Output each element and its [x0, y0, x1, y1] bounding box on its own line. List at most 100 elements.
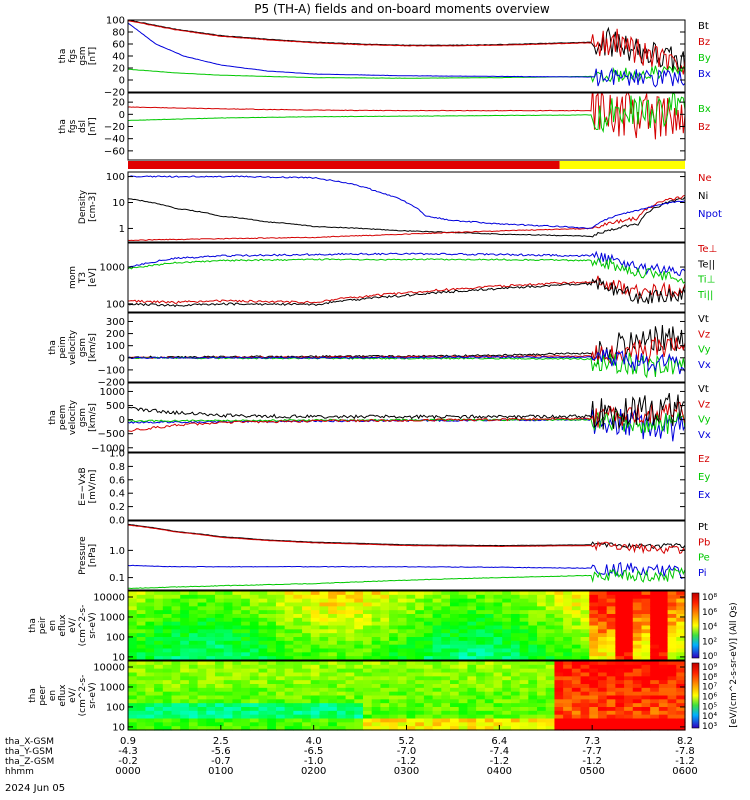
spectrogram-cell: [319, 629, 329, 634]
spectrogram-cell: [415, 606, 425, 611]
spectrogram-cell: [241, 703, 251, 708]
spectrogram-cell: [145, 621, 155, 627]
spectrogram-cell: [467, 691, 477, 697]
spectrogram-cell: [293, 676, 303, 681]
spectrogram-cell: [615, 687, 625, 693]
spectrogram-cell: [650, 598, 660, 604]
y-label-line: en: [48, 690, 58, 701]
spectrogram-cell: [362, 691, 373, 697]
spectrogram-cell: [641, 625, 651, 630]
spectrogram-cell: [336, 699, 347, 704]
spectrogram-cell: [310, 722, 321, 727]
spectrogram-cell: [362, 625, 373, 630]
spectrogram-cell: [597, 625, 608, 630]
spectrogram-cell: [310, 714, 321, 720]
spectrogram-cell: [597, 637, 608, 642]
spectrogram-cell: [458, 710, 469, 716]
y-label-line: fgs: [68, 49, 78, 63]
spectrogram-cell: [641, 684, 651, 689]
spectrogram-cell: [310, 629, 321, 634]
y-label-line: peer: [38, 685, 48, 706]
spectrogram-cell: [502, 648, 512, 653]
spectrogram-cell: [406, 680, 416, 685]
y-tick-label: −100: [98, 365, 125, 376]
spectrogram-cell: [197, 629, 207, 634]
spectrogram-cell: [493, 629, 503, 634]
spectrogram-cell: [336, 617, 347, 623]
spectrogram-cell: [545, 680, 556, 685]
spectrogram-cell: [537, 714, 547, 720]
spectrogram-cell: [563, 602, 573, 607]
spectrogram-cell: [336, 707, 347, 712]
spectrogram-cell: [528, 656, 538, 661]
spectrogram-cell: [371, 676, 381, 681]
spectrogram-cell: [145, 668, 155, 674]
spectrogram-cell: [206, 629, 216, 634]
spectrogram-cell: [284, 629, 294, 634]
spectrogram-cell: [249, 633, 260, 638]
x-tick-label: -7.4: [490, 746, 510, 757]
spectrogram-cell: [632, 676, 643, 681]
spectrogram-cell: [362, 726, 373, 731]
spectrogram-cell: [502, 606, 512, 611]
spectrogram-cell: [215, 664, 225, 670]
spectrogram-cell: [162, 652, 173, 657]
spectrogram-cell: [336, 672, 347, 677]
y-tick-label: 0: [119, 415, 125, 426]
spectrogram-cell: [458, 598, 469, 604]
spectrogram-cell: [145, 722, 155, 727]
spectrogram-cell: [580, 676, 590, 681]
spectrogram-cell: [476, 594, 486, 600]
spectrogram-cell: [502, 664, 512, 670]
spectrogram-cell: [171, 614, 181, 619]
spectrogram-cell: [537, 633, 547, 638]
spectrogram-cell: [258, 672, 268, 677]
spectrogram-cell: [537, 652, 547, 657]
spectrogram-cell: [571, 687, 582, 693]
spectrogram-cell: [397, 680, 408, 685]
spectrogram-cell: [476, 691, 486, 697]
spectrogram-cell: [476, 610, 486, 615]
spectrogram-cell: [441, 726, 451, 731]
spectrogram-cell: [632, 602, 643, 607]
spectrogram-cell: [615, 656, 625, 661]
peir-spectrogram: [128, 591, 686, 661]
spectrogram-cell: [537, 687, 547, 693]
spectrogram-cell: [597, 614, 608, 619]
series-Bx: [128, 93, 685, 134]
spectrogram-cell: [545, 606, 556, 611]
spectrogram-cell: [493, 668, 503, 674]
spectrogram-cell: [128, 722, 138, 727]
spectrogram-cell: [389, 606, 399, 611]
spectrogram-cell: [615, 614, 625, 619]
spectrogram-cell: [267, 661, 277, 666]
spectrogram-cell: [336, 691, 347, 697]
spectrogram-cell: [336, 726, 347, 731]
spectrogram-cell: [450, 703, 460, 708]
spectrogram-cell: [528, 672, 538, 677]
spectrogram-cell: [597, 606, 608, 611]
spectrogram-cell: [458, 722, 469, 727]
spectrogram-cell: [563, 629, 573, 634]
spectrogram-cell: [502, 656, 512, 661]
spectrogram-cell: [658, 664, 669, 670]
spectrogram-cell: [241, 695, 251, 700]
spectrogram-cell: [293, 726, 303, 731]
spectrogram-cell: [241, 672, 251, 677]
spectrogram-cell: [362, 637, 373, 642]
spectrogram-cell: [528, 640, 538, 646]
spectrogram-cell: [188, 656, 199, 661]
spectrogram-cell: [606, 714, 616, 720]
spectrogram-cell: [171, 610, 181, 615]
spectrogram-cell: [502, 703, 512, 708]
spectrogram-cell: [406, 598, 416, 604]
spectrogram-cell: [484, 718, 495, 723]
colorbar-tick-label: 10⁷: [702, 683, 717, 693]
spectrogram-cell: [615, 629, 625, 634]
spectrogram-cell: [180, 614, 190, 619]
spectrogram-cell: [284, 710, 294, 716]
spectrogram-cell: [241, 664, 251, 670]
spectrogram-cell: [528, 664, 538, 670]
spectrogram-cell: [162, 684, 173, 689]
spectrogram-cell: [302, 691, 312, 697]
